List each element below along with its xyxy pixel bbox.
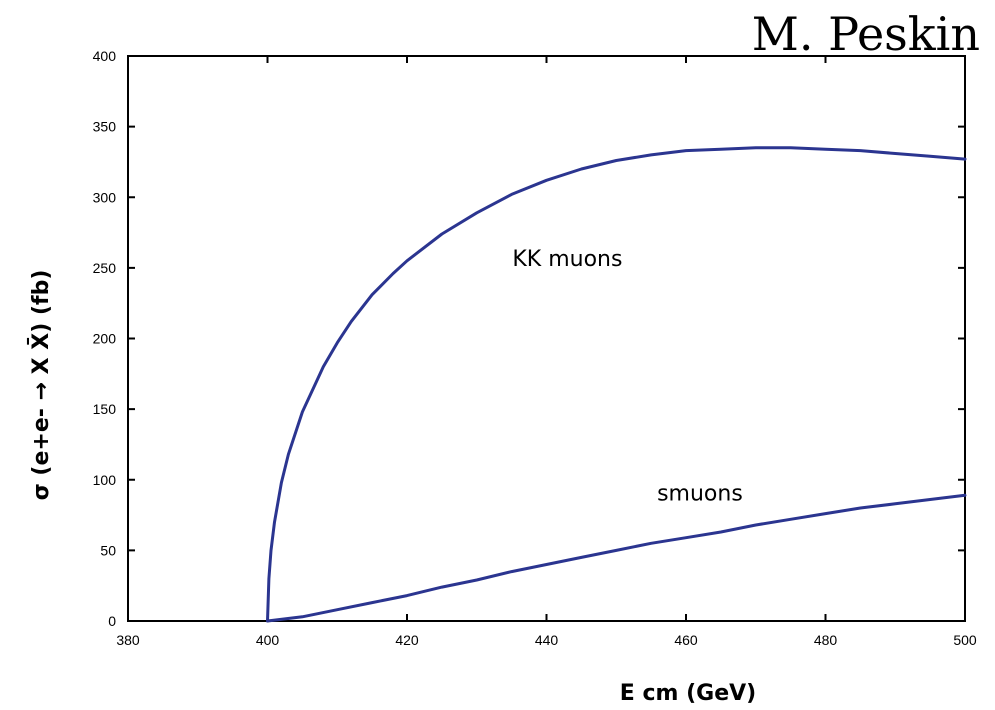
y-tick-label-1: 50	[100, 542, 116, 558]
y-tick-label-8: 400	[93, 48, 117, 64]
plot-frame	[127, 55, 966, 622]
axis-ticks: 380 400 420 440 460 480 500 0 50 100 150 200 250 300 3…	[93, 48, 977, 648]
y-tick-label-4: 200	[93, 331, 117, 347]
x-tick-label-5: 480	[814, 632, 838, 648]
y-axis-title: σ (e+e- → X X̄) (fb)	[28, 270, 54, 501]
y-tick-label-0: 0	[108, 613, 116, 629]
x-tick-label-4: 460	[674, 632, 698, 648]
x-tick-label-2: 420	[395, 632, 419, 648]
y-tick-label-2: 100	[93, 472, 117, 488]
author-credit: M. Peskin	[752, 7, 980, 61]
x-tick-label-0: 380	[116, 632, 140, 648]
series-layer	[266, 146, 967, 623]
x-tick-label-6: 500	[953, 632, 977, 648]
annotation-1: smuons	[657, 481, 743, 506]
y-tick-label-7: 350	[93, 119, 117, 135]
x-axis-title: E cm (GeV)	[620, 681, 756, 706]
annotation-0: KK muons	[512, 247, 622, 272]
series-line-kk-muons	[266, 146, 967, 623]
annotations: KK muons smuons	[512, 247, 742, 506]
y-tick-label-3: 150	[93, 401, 117, 417]
x-tick-label-3: 440	[535, 632, 559, 648]
y-tick-label-6: 300	[93, 189, 117, 205]
y-tick-label-5: 250	[93, 260, 117, 276]
series-line-smuons	[266, 493, 967, 623]
x-tick-label-1: 400	[256, 632, 280, 648]
